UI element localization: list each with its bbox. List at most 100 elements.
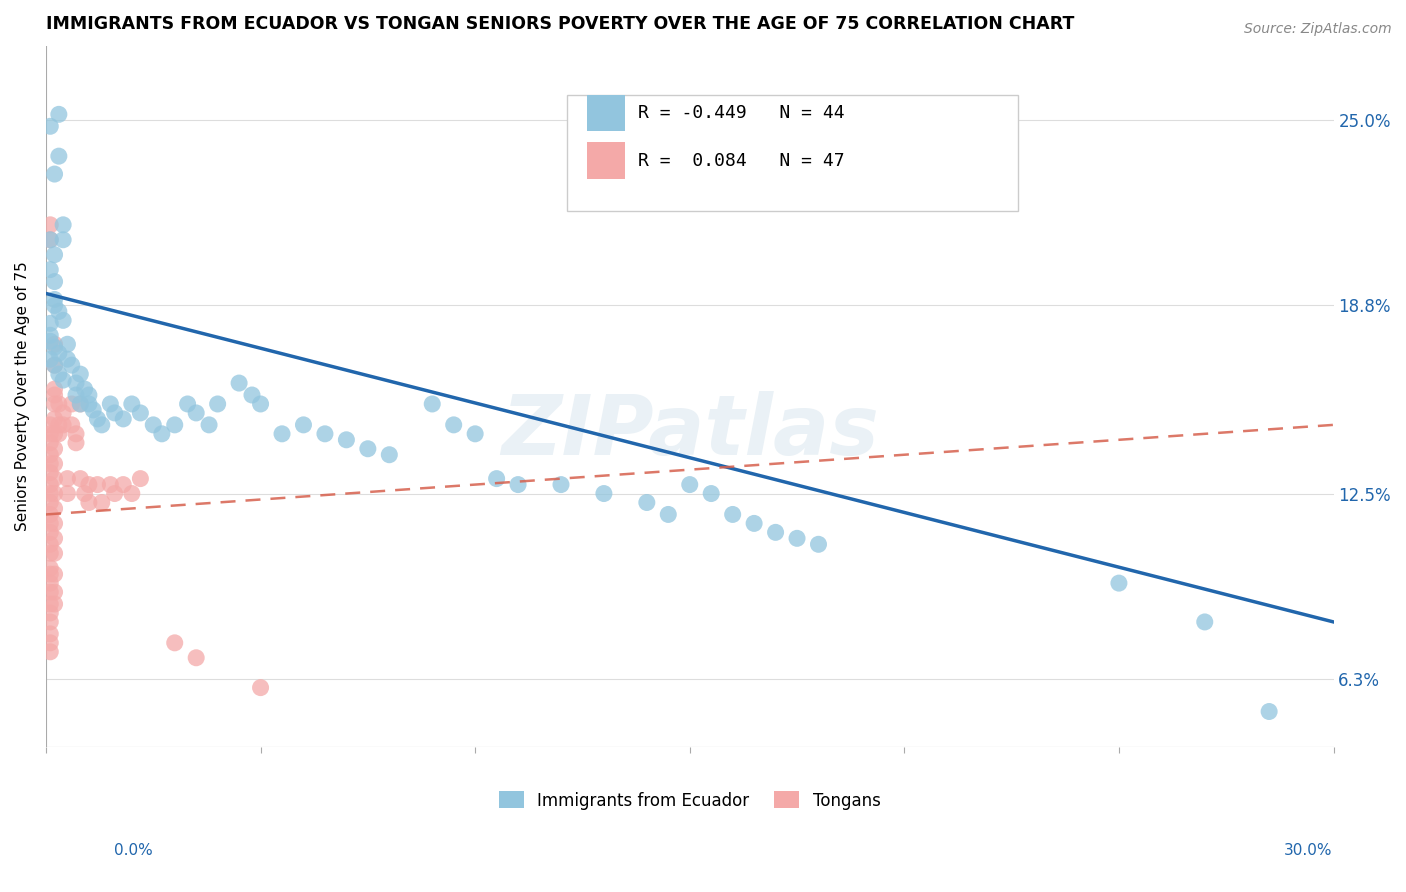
Point [1108, 576, 1130, 591]
Point [506, 477, 529, 491]
Point [39, 457, 62, 471]
Point [52, 373, 75, 387]
Point [39, 537, 62, 551]
Point [1258, 705, 1281, 719]
Point [39, 426, 62, 441]
Point [39, 645, 62, 659]
Point [60, 397, 83, 411]
Point [44, 397, 66, 411]
Point [44, 340, 66, 354]
Point [176, 397, 198, 411]
Point [186, 406, 208, 420]
Point [44, 358, 66, 372]
Point [249, 681, 271, 695]
Point [39, 417, 62, 432]
Point [44, 457, 66, 471]
Point [44, 388, 66, 402]
Point [240, 388, 263, 402]
Point [550, 477, 572, 491]
Point [485, 472, 508, 486]
Point [77, 397, 100, 411]
Bar [586, 143, 626, 179]
Point [60, 417, 83, 432]
Point [65, 426, 87, 441]
Y-axis label: Seniors Poverty Over the Age of 75: Seniors Poverty Over the Age of 75 [15, 261, 30, 532]
Point [52, 406, 75, 420]
Point [721, 508, 744, 522]
Point [48, 149, 70, 163]
Point [69, 397, 91, 411]
Point [39, 486, 62, 500]
Point [335, 433, 357, 447]
Point [112, 477, 135, 491]
Point [39, 448, 62, 462]
Point [48, 426, 70, 441]
Point [228, 376, 250, 390]
Point [48, 346, 70, 360]
Point [60, 358, 83, 372]
Point [52, 313, 75, 327]
Point [39, 516, 62, 531]
Text: 0.0%: 0.0% [114, 843, 153, 858]
Point [39, 334, 62, 349]
Point [48, 417, 70, 432]
Point [786, 532, 808, 546]
Point [44, 597, 66, 611]
Point [48, 107, 70, 121]
Point [44, 501, 66, 516]
Point [657, 508, 679, 522]
Point [121, 397, 143, 411]
Point [39, 606, 62, 620]
Point [73, 382, 96, 396]
Point [207, 397, 229, 411]
Point [44, 337, 66, 351]
Text: R = -0.449   N = 44: R = -0.449 N = 44 [638, 104, 845, 122]
Point [69, 367, 91, 381]
Point [65, 376, 87, 390]
Point [52, 218, 75, 232]
Point [464, 426, 486, 441]
Point [39, 585, 62, 599]
Point [39, 352, 62, 367]
Point [98, 397, 121, 411]
Point [39, 317, 62, 331]
Point [65, 435, 87, 450]
Point [56, 352, 79, 367]
Point [82, 403, 104, 417]
Point [44, 275, 66, 289]
Point [163, 417, 186, 432]
Point [69, 472, 91, 486]
Point [44, 546, 66, 560]
Point [65, 388, 87, 402]
Point [44, 248, 66, 262]
Point [150, 426, 173, 441]
Point [593, 486, 616, 500]
Point [90, 417, 112, 432]
Point [807, 537, 830, 551]
Point [73, 486, 96, 500]
Point [44, 412, 66, 426]
Point [314, 426, 336, 441]
Point [39, 233, 62, 247]
Point [357, 442, 380, 456]
Point [39, 495, 62, 509]
Point [44, 426, 66, 441]
Point [420, 397, 443, 411]
Point [39, 262, 62, 277]
Text: ZIPatlas: ZIPatlas [501, 391, 879, 472]
Point [52, 417, 75, 432]
Point [98, 477, 121, 491]
Point [44, 472, 66, 486]
Point [44, 382, 66, 396]
Point [39, 218, 62, 232]
Point [39, 466, 62, 480]
Point [48, 397, 70, 411]
Point [44, 167, 66, 181]
Text: R =  0.084   N = 47: R = 0.084 N = 47 [638, 152, 845, 169]
Point [104, 486, 127, 500]
Point [48, 304, 70, 318]
Text: Source: ZipAtlas.com: Source: ZipAtlas.com [1244, 22, 1392, 37]
Point [77, 477, 100, 491]
Point [56, 337, 79, 351]
Point [44, 298, 66, 312]
